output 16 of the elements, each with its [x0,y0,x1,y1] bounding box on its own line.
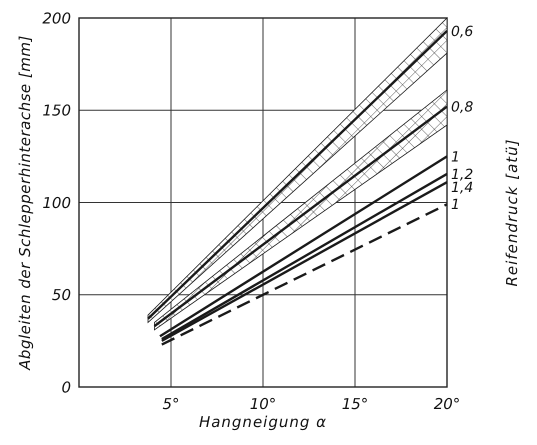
x-tick-label: 20° [434,395,460,413]
y-tick-label: 200 [42,9,71,28]
x-tick-label: 15° [342,395,368,413]
x-tick-label: 10° [250,395,276,413]
y2-axis-title: Reifendruck [atü] [503,138,521,287]
y-tick-label: 50 [52,286,71,304]
series-label: 0,8 [451,99,474,116]
y-tick-label: 0 [61,378,71,396]
y-axis-title: Abgleiten der Schlepperhinterachse [mm] [16,35,34,371]
series-label: 1 [451,149,460,166]
y-tick-label: 150 [42,102,71,120]
y-tick-label: 100 [42,194,71,212]
x-axis-title: Hangneigung α [198,413,328,431]
x-tick-label: 5° [162,395,180,413]
series-label: 1 [451,197,460,214]
series-label: 0,6 [451,24,474,40]
